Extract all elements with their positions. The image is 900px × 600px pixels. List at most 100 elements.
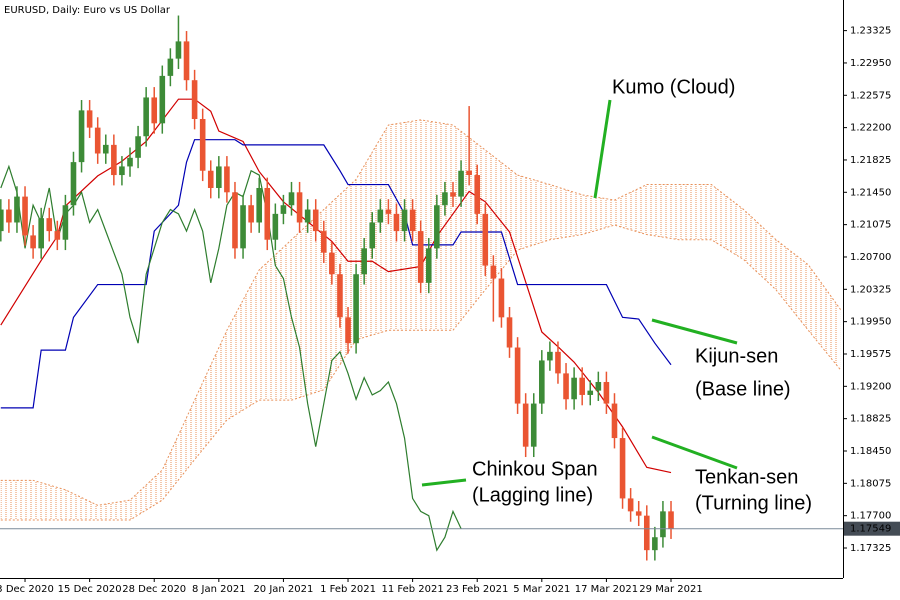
candle-body	[127, 157, 133, 167]
candle-body	[619, 438, 626, 499]
annotation-arrow	[421, 478, 467, 487]
candle-body	[159, 75, 166, 124]
y-tick-label: 1.19575	[850, 349, 891, 360]
annotations: Kumo (Cloud) Kijun-sen (Base line) Tenka…	[421, 76, 812, 514]
candle-body	[329, 252, 335, 275]
candle-body	[224, 166, 230, 193]
candle-body	[135, 136, 141, 158]
candle-body	[70, 162, 77, 206]
candle-body	[304, 209, 311, 223]
candle-body	[119, 166, 125, 176]
candle-body	[522, 403, 529, 447]
candle-body	[627, 498, 634, 512]
last-price-box	[844, 521, 900, 536]
candle-body	[175, 41, 182, 59]
annotation-arrow	[651, 435, 738, 470]
candle-body	[38, 218, 44, 249]
candle-body	[361, 248, 367, 275]
chart-title: EURUSD, Daily: Euro vs US Dollar	[4, 5, 171, 16]
candle-body	[272, 213, 279, 240]
candle-body	[530, 403, 537, 447]
candle-body	[506, 317, 513, 348]
y-tick-label: 1.19200	[850, 381, 891, 392]
candle-body	[369, 222, 376, 249]
candle-body	[337, 274, 343, 318]
candle-body	[458, 170, 464, 197]
candle-body	[579, 377, 585, 395]
x-tick-label: 11 Feb 2021	[381, 584, 443, 595]
y-tick-label: 1.17700	[850, 511, 891, 522]
candle-body	[240, 205, 246, 249]
candle-body	[466, 170, 472, 176]
y-tick-label: 1.22950	[850, 58, 891, 69]
candle-body	[635, 511, 642, 516]
y-tick-label: 1.20325	[850, 284, 891, 295]
candle-body	[571, 377, 577, 400]
candle-body	[393, 213, 400, 232]
candle-body	[0, 209, 4, 232]
y-tick-label: 1.21075	[850, 220, 891, 231]
y-tick-label: 1.20700	[850, 252, 891, 263]
candle-body	[442, 192, 448, 206]
candle-body	[474, 175, 481, 214]
candle-body	[434, 205, 440, 249]
candle-body	[587, 390, 594, 395]
candle-body	[78, 110, 85, 163]
candle-body	[514, 347, 521, 404]
candle-body	[143, 97, 149, 137]
candle-body	[401, 209, 408, 232]
candle-body	[611, 403, 618, 439]
candle-body	[353, 274, 359, 344]
annotation: (Base line)	[695, 378, 791, 400]
indicator-line	[0, 98, 672, 474]
candle-body	[14, 196, 20, 223]
x-tick-label: 8 Jan 2021	[192, 584, 246, 595]
candle-body	[111, 144, 117, 176]
candle-body	[490, 265, 497, 279]
candle-body	[660, 511, 666, 538]
y-tick-label: 1.18450	[850, 446, 891, 457]
x-tick-label: 15 Dec 2020	[58, 584, 122, 595]
y-tick-label: 1.22200	[850, 123, 891, 134]
candle-body	[216, 166, 222, 188]
candle-body	[296, 192, 303, 223]
candle-body	[30, 235, 36, 249]
candle-body	[6, 209, 12, 223]
candle-body	[482, 213, 489, 266]
annotation: Kumo (Cloud)	[612, 76, 735, 98]
candle-body	[191, 80, 198, 120]
candle-body	[643, 515, 650, 551]
indicator-line	[0, 139, 672, 409]
candle-body	[264, 187, 271, 240]
x-tick-label: 28 Dec 2020	[122, 584, 186, 595]
candle-body	[377, 209, 384, 223]
annotation: Tenkan-sen	[695, 466, 798, 488]
candle-body	[62, 205, 69, 240]
candle-body	[183, 41, 190, 81]
last-price-label: 1.17549	[850, 524, 891, 535]
annotation-arrow	[593, 99, 612, 199]
candle-body	[167, 58, 174, 76]
y-tick-label: 1.17325	[850, 543, 891, 554]
candle-body	[86, 110, 93, 128]
candle-body	[46, 218, 53, 232]
cloud-edge	[0, 224, 841, 521]
candle-body	[345, 317, 351, 344]
annotation: Chinkou Span	[472, 458, 598, 480]
candle-body	[450, 192, 456, 197]
annotation-arrow	[651, 318, 738, 345]
x-tick-label: 3 Dec 2020	[0, 584, 54, 595]
candle-body	[94, 127, 101, 154]
candle-body	[409, 209, 416, 232]
candle-body	[652, 537, 658, 551]
candle-body	[199, 119, 206, 171]
candle-body	[555, 351, 561, 374]
cloud-edge	[0, 119, 841, 506]
candle-body	[288, 192, 295, 206]
y-tick-label: 1.19950	[850, 317, 891, 328]
cloud-fill	[0, 119, 841, 520]
candle-body	[668, 511, 674, 529]
candle-body	[248, 205, 254, 223]
candle-body	[312, 209, 319, 232]
